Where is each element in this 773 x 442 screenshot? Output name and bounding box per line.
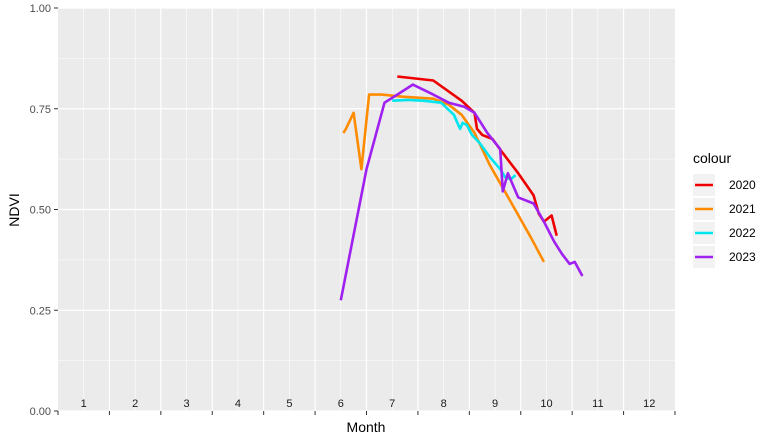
legend-label-2022: 2022 bbox=[729, 226, 756, 240]
x-tick-label: 6 bbox=[338, 398, 344, 410]
legend: colour 2020 2021 2022 2023 bbox=[693, 150, 756, 268]
x-tick-label: 12 bbox=[643, 398, 655, 410]
x-tick-label: 11 bbox=[592, 398, 603, 410]
y-tick-label: 0.75 bbox=[30, 104, 51, 116]
grid-lines bbox=[58, 7, 675, 412]
legend-label-2021: 2021 bbox=[729, 202, 756, 216]
y-tick-label: 0.25 bbox=[30, 305, 51, 317]
x-tick-label: 7 bbox=[389, 398, 395, 410]
x-tick-label: 1 bbox=[81, 398, 87, 410]
x-tick-label: 8 bbox=[441, 398, 447, 410]
y-axis-title: NDVI bbox=[6, 193, 22, 226]
legend-title: colour bbox=[693, 150, 731, 166]
axes: 0.000.250.500.751.001 2 3 4 5 6 7 8 9 10 11 12 bbox=[30, 3, 676, 418]
x-tick-label: 3 bbox=[183, 398, 189, 410]
legend-label-2023: 2023 bbox=[729, 250, 756, 264]
x-tick-label: 10 bbox=[540, 398, 552, 410]
series-lines bbox=[339, 75, 584, 301]
x-tick-label: 4 bbox=[235, 398, 241, 410]
y-tick-label: 0.50 bbox=[30, 205, 51, 217]
series-line-2023 bbox=[339, 83, 584, 301]
x-axis-title: Month bbox=[347, 419, 386, 435]
x-tick-label: 9 bbox=[492, 398, 498, 410]
legend-label-2020: 2020 bbox=[729, 178, 756, 192]
x-tick-label: 2 bbox=[132, 398, 138, 410]
y-tick-label: 0.00 bbox=[30, 406, 51, 418]
y-tick-label: 1.00 bbox=[30, 3, 51, 15]
x-tick-label: 5 bbox=[286, 398, 292, 410]
